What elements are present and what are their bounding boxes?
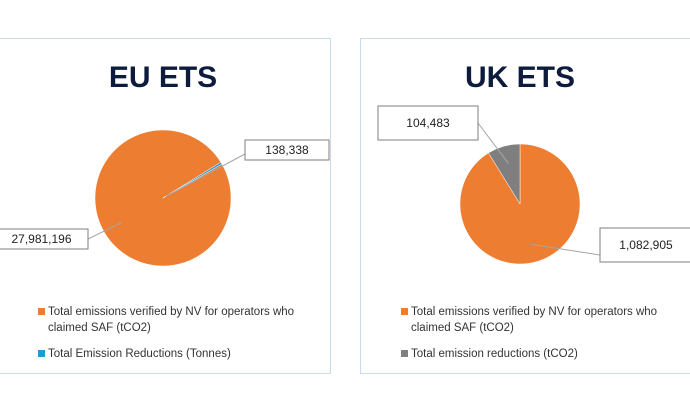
label-box bbox=[599, 227, 690, 263]
label-box bbox=[0, 228, 89, 250]
panel bbox=[0, 38, 331, 374]
legend-swatch bbox=[401, 308, 408, 315]
data-label: 104,483 bbox=[406, 116, 450, 130]
pie-slice bbox=[488, 143, 521, 205]
data-label: 1,082,905 bbox=[619, 238, 673, 252]
leader-line bbox=[87, 221, 123, 240]
label-box bbox=[377, 105, 479, 141]
legend-swatch bbox=[38, 350, 45, 357]
legend-text: Total emissions verified by NV for opera… bbox=[411, 306, 658, 334]
legend-text: Total Emission Reductions (Tonnes) bbox=[48, 348, 231, 360]
leader-line bbox=[477, 122, 509, 164]
legend-text: Total emission reductions (tCO2) bbox=[411, 348, 578, 360]
legend-item: Total Emission Reductions (Tonnes) bbox=[38, 346, 318, 362]
legend-swatch bbox=[38, 308, 45, 315]
leader-line bbox=[165, 153, 246, 197]
legend-item: Total emissions verified by NV for opera… bbox=[401, 304, 681, 336]
legend: Total emissions verified by NV for opera… bbox=[401, 304, 681, 372]
panel bbox=[360, 38, 690, 374]
chart-title: UK ETS bbox=[465, 61, 575, 94]
legend: Total emissions verified by NV for opera… bbox=[38, 304, 318, 372]
leader-line bbox=[531, 243, 601, 256]
data-label: 138,338 bbox=[265, 143, 309, 157]
legend-item: Total emissions verified by NV for opera… bbox=[38, 304, 318, 336]
legend-item: Total emission reductions (tCO2) bbox=[401, 346, 681, 362]
data-label: 27,981,196 bbox=[11, 232, 71, 246]
legend-text: Total emissions verified by NV for opera… bbox=[48, 306, 295, 334]
chart-title: EU ETS bbox=[109, 61, 217, 94]
label-box bbox=[244, 139, 330, 161]
legend-swatch bbox=[401, 350, 408, 357]
pie-slice bbox=[162, 161, 223, 199]
